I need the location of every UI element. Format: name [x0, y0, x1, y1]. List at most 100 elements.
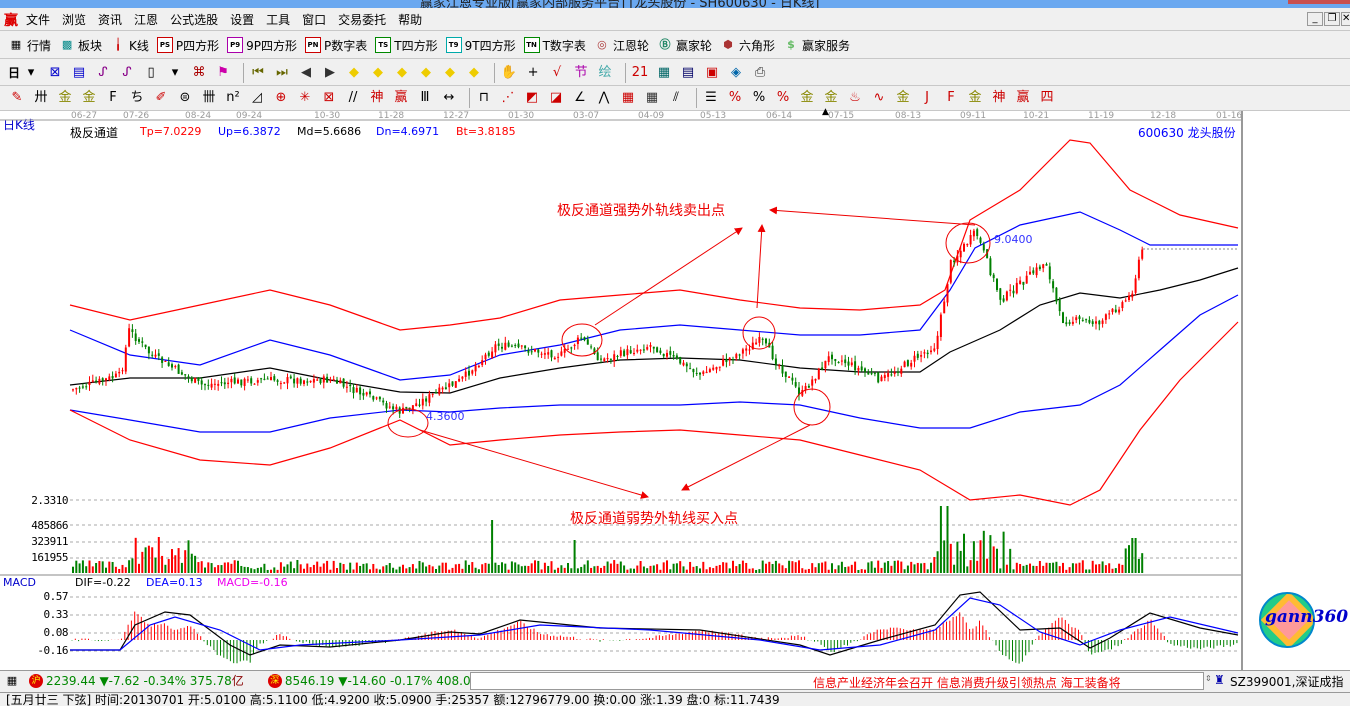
- menu-item[interactable]: 工具: [266, 13, 291, 27]
- toolbar-button[interactable]: ╽ K线: [110, 37, 149, 54]
- star-icon[interactable]: ✳: [299, 90, 311, 105]
- menu-item[interactable]: 帮助: [398, 13, 423, 27]
- restore-button[interactable]: ❐: [1324, 12, 1340, 26]
- menu-item[interactable]: 公式选股: [170, 13, 219, 27]
- circle-grid-icon[interactable]: ⊜: [179, 90, 191, 105]
- percent-icon[interactable]: %: [752, 90, 766, 105]
- j-fan-icon[interactable]: J: [925, 90, 929, 105]
- expand-icon[interactable]: ◆: [397, 64, 408, 80]
- toolbar-button[interactable]: PN P数字表: [305, 37, 367, 54]
- lines-icon[interactable]: 卅: [34, 90, 48, 105]
- shift-right-icon[interactable]: ◆: [373, 64, 384, 80]
- notes-icon[interactable]: ▤: [72, 64, 86, 80]
- shenzhen-index[interactable]: 8546.19 ▼-14.60 -0.17% 408.03: [284, 673, 479, 688]
- list-icon[interactable]: ☰: [705, 90, 717, 105]
- percent-bars-icon[interactable]: %: [776, 90, 790, 105]
- toolbar-button[interactable]: P9 9P四方形: [227, 37, 297, 54]
- menu-item[interactable]: 文件: [26, 13, 51, 27]
- jie-icon[interactable]: 节: [574, 64, 588, 80]
- last-icon[interactable]: ⏭: [276, 64, 288, 80]
- news-ticker[interactable]: 信息产业经济年会召开 信息消费升级引领热点 海工装备将: [470, 672, 1204, 690]
- ying-icon[interactable]: 赢: [394, 90, 408, 105]
- calculator-icon[interactable]: ▦: [657, 64, 671, 80]
- square-star-icon[interactable]: ⊠: [323, 90, 335, 105]
- sma3-icon[interactable]: ᔑ: [98, 64, 108, 80]
- grid-icon[interactable]: ▦: [621, 90, 635, 105]
- target-icon[interactable]: ⊕: [275, 90, 287, 105]
- sma9-icon[interactable]: ᔑ: [122, 64, 132, 80]
- toolbar-button[interactable]: ▦ 行情: [8, 37, 51, 54]
- fan-box2-icon[interactable]: ◪: [549, 90, 563, 105]
- toolbar-button[interactable]: T9 9T四方形: [445, 37, 516, 54]
- zigzag-icon[interactable]: ⋀: [598, 90, 610, 105]
- ruler-pen-icon[interactable]: ✐: [155, 90, 167, 105]
- shift-left-icon[interactable]: ◆: [349, 64, 360, 80]
- brush-icon[interactable]: ♨: [849, 90, 861, 105]
- close-button[interactable]: ✕: [1341, 12, 1350, 26]
- shrink-icon[interactable]: ◆: [421, 64, 432, 80]
- right-icon[interactable]: ▶: [325, 64, 336, 80]
- draw-mode-icon[interactable]: ⊠: [49, 64, 61, 80]
- angle-lines-icon[interactable]: //: [348, 90, 358, 105]
- crosshair-icon[interactable]: +: [527, 64, 539, 80]
- title-close-strip[interactable]: [1288, 0, 1350, 4]
- menu-item[interactable]: 资讯: [98, 13, 123, 27]
- width-icon[interactable]: ↔: [443, 90, 455, 105]
- grid2-icon[interactable]: ▦: [645, 90, 659, 105]
- va-icon[interactable]: √: [552, 64, 562, 80]
- candle-dropdown-icon[interactable]: ▾: [171, 64, 179, 80]
- gold-red-icon[interactable]: 金: [896, 90, 910, 105]
- ticker-scroll-icon[interactable]: ⇕: [1205, 674, 1212, 683]
- hui-icon[interactable]: 绘: [598, 64, 612, 80]
- menu-item[interactable]: 交易委托: [338, 13, 387, 27]
- gold-fan-icon[interactable]: 金: [968, 90, 982, 105]
- toolbar-button[interactable]: ◎ 江恩轮: [594, 37, 649, 54]
- minimize-button[interactable]: _: [1307, 12, 1323, 26]
- box-icon[interactable]: ⊓: [478, 90, 490, 105]
- chart-area[interactable]: 日K线 06-27 07-26 08-24 09-24 10-30 11-28 12-27 0…: [0, 107, 1350, 670]
- spiral-icon[interactable]: ち: [130, 90, 144, 105]
- printer-icon[interactable]: ⎙: [754, 64, 766, 80]
- gold-bars-icon[interactable]: 金: [824, 90, 838, 105]
- wave-icon[interactable]: ∿: [873, 90, 885, 105]
- gold-lines-icon[interactable]: 金: [58, 90, 72, 105]
- menu-item[interactable]: 设置: [230, 13, 255, 27]
- zoom-out-icon[interactable]: ◆: [469, 64, 480, 80]
- triangle-icon[interactable]: ◿: [252, 90, 262, 105]
- f-lines-icon[interactable]: F: [109, 90, 117, 105]
- pen-icon[interactable]: ✎: [11, 90, 23, 105]
- period-selector[interactable]: 日: [8, 66, 21, 80]
- f-fan-icon[interactable]: F: [947, 90, 955, 105]
- n2-icon[interactable]: n²: [226, 90, 240, 105]
- calculator-icon[interactable]: ▦: [6, 673, 18, 687]
- save-icon[interactable]: ▣: [705, 64, 719, 80]
- menu-item[interactable]: 浏览: [62, 13, 87, 27]
- flag-icon[interactable]: ⚑: [217, 64, 229, 80]
- percent-line-icon[interactable]: %: [728, 90, 742, 105]
- slash-icon[interactable]: ⫽: [673, 90, 679, 105]
- hand-icon[interactable]: ✋: [500, 64, 518, 80]
- index-selector[interactable]: SZ399001,深证成指: [1230, 675, 1344, 689]
- parallel-icon[interactable]: 卌: [202, 90, 216, 105]
- toolbar-button[interactable]: TN T数字表: [523, 37, 586, 54]
- toolbar-button[interactable]: $ 赢家服务: [783, 37, 850, 54]
- comb-icon[interactable]: Ⅲ: [420, 90, 430, 105]
- first-icon[interactable]: ⏮: [252, 64, 264, 80]
- gold-lines2-icon[interactable]: 金: [82, 90, 96, 105]
- calendar-icon[interactable]: 21: [631, 64, 649, 80]
- gold-circle-icon[interactable]: 金: [800, 90, 814, 105]
- angle-icon[interactable]: ∠: [574, 90, 586, 105]
- toolbar-button[interactable]: ▩ 板块: [59, 37, 102, 54]
- shen-icon[interactable]: 神: [370, 90, 384, 105]
- news-text[interactable]: 信息产业经济年会召开 信息消费升级引领热点 海工装备将: [813, 676, 1121, 690]
- zoom-in-icon[interactable]: ◆: [445, 64, 456, 80]
- period-dropdown-icon[interactable]: ▾: [27, 64, 35, 80]
- toolbar-button[interactable]: ⬢ 六角形: [720, 37, 775, 54]
- shen-fan-icon[interactable]: 神: [992, 90, 1006, 105]
- si-fan-icon[interactable]: 四: [1040, 90, 1054, 105]
- ying-fan-icon[interactable]: 赢: [1016, 90, 1030, 105]
- price-chart[interactable]: [0, 111, 1241, 670]
- fan-box-icon[interactable]: ◩: [525, 90, 539, 105]
- shanghai-index[interactable]: 2239.44 ▼-7.62 -0.34% 375.78: [46, 673, 232, 688]
- toolbar-button[interactable]: Ⓑ 赢家轮: [657, 37, 712, 54]
